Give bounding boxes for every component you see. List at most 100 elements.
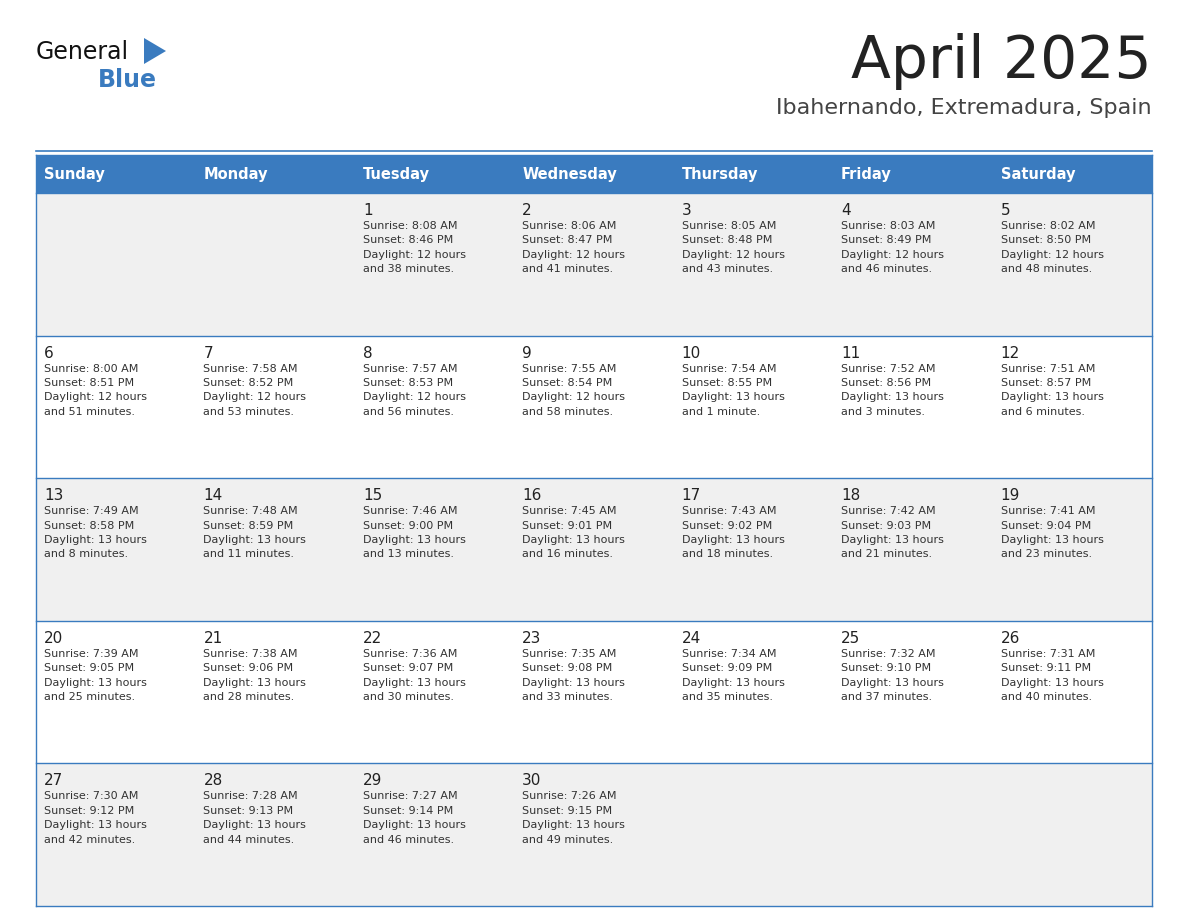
Bar bbox=[674, 193, 833, 336]
Text: Sunrise: 7:32 AM
Sunset: 9:10 PM
Daylight: 13 hours
and 37 minutes.: Sunrise: 7:32 AM Sunset: 9:10 PM Dayligh… bbox=[841, 649, 944, 702]
Text: Sunrise: 7:41 AM
Sunset: 9:04 PM
Daylight: 13 hours
and 23 minutes.: Sunrise: 7:41 AM Sunset: 9:04 PM Dayligh… bbox=[1000, 506, 1104, 559]
Bar bbox=[196, 336, 355, 478]
Bar bbox=[992, 764, 1152, 906]
Text: 22: 22 bbox=[362, 631, 383, 645]
Bar bbox=[992, 155, 1152, 193]
Bar bbox=[992, 478, 1152, 621]
Text: Sunrise: 7:46 AM
Sunset: 9:00 PM
Daylight: 13 hours
and 13 minutes.: Sunrise: 7:46 AM Sunset: 9:00 PM Dayligh… bbox=[362, 506, 466, 559]
Text: Friday: Friday bbox=[841, 166, 892, 182]
Bar bbox=[36, 336, 196, 478]
Text: Sunrise: 7:27 AM
Sunset: 9:14 PM
Daylight: 13 hours
and 46 minutes.: Sunrise: 7:27 AM Sunset: 9:14 PM Dayligh… bbox=[362, 791, 466, 845]
Text: 18: 18 bbox=[841, 488, 860, 503]
Text: 17: 17 bbox=[682, 488, 701, 503]
Bar bbox=[674, 478, 833, 621]
Bar bbox=[674, 621, 833, 764]
Text: Sunrise: 7:30 AM
Sunset: 9:12 PM
Daylight: 13 hours
and 42 minutes.: Sunrise: 7:30 AM Sunset: 9:12 PM Dayligh… bbox=[44, 791, 147, 845]
Text: 11: 11 bbox=[841, 345, 860, 361]
Bar bbox=[674, 764, 833, 906]
Text: Sunrise: 7:45 AM
Sunset: 9:01 PM
Daylight: 13 hours
and 16 minutes.: Sunrise: 7:45 AM Sunset: 9:01 PM Dayligh… bbox=[523, 506, 625, 559]
Text: 26: 26 bbox=[1000, 631, 1020, 645]
Text: 2: 2 bbox=[523, 203, 532, 218]
Text: Sunrise: 7:28 AM
Sunset: 9:13 PM
Daylight: 13 hours
and 44 minutes.: Sunrise: 7:28 AM Sunset: 9:13 PM Dayligh… bbox=[203, 791, 307, 845]
Bar bbox=[992, 621, 1152, 764]
Text: 28: 28 bbox=[203, 773, 222, 789]
Bar bbox=[514, 155, 674, 193]
Text: Sunrise: 7:58 AM
Sunset: 8:52 PM
Daylight: 12 hours
and 53 minutes.: Sunrise: 7:58 AM Sunset: 8:52 PM Dayligh… bbox=[203, 364, 307, 417]
Text: Sunrise: 7:39 AM
Sunset: 9:05 PM
Daylight: 13 hours
and 25 minutes.: Sunrise: 7:39 AM Sunset: 9:05 PM Dayligh… bbox=[44, 649, 147, 702]
Text: 23: 23 bbox=[523, 631, 542, 645]
Text: Sunrise: 8:00 AM
Sunset: 8:51 PM
Daylight: 12 hours
and 51 minutes.: Sunrise: 8:00 AM Sunset: 8:51 PM Dayligh… bbox=[44, 364, 147, 417]
Text: 27: 27 bbox=[44, 773, 63, 789]
Bar bbox=[514, 478, 674, 621]
Bar bbox=[36, 155, 196, 193]
Text: 15: 15 bbox=[362, 488, 383, 503]
Text: 19: 19 bbox=[1000, 488, 1020, 503]
Text: Sunrise: 7:26 AM
Sunset: 9:15 PM
Daylight: 13 hours
and 49 minutes.: Sunrise: 7:26 AM Sunset: 9:15 PM Dayligh… bbox=[523, 791, 625, 845]
Text: Sunrise: 7:52 AM
Sunset: 8:56 PM
Daylight: 13 hours
and 3 minutes.: Sunrise: 7:52 AM Sunset: 8:56 PM Dayligh… bbox=[841, 364, 944, 417]
Text: 29: 29 bbox=[362, 773, 383, 789]
Text: 6: 6 bbox=[44, 345, 53, 361]
Text: 13: 13 bbox=[44, 488, 63, 503]
Text: 3: 3 bbox=[682, 203, 691, 218]
Bar bbox=[196, 621, 355, 764]
Bar bbox=[36, 193, 196, 336]
Text: Sunrise: 7:54 AM
Sunset: 8:55 PM
Daylight: 13 hours
and 1 minute.: Sunrise: 7:54 AM Sunset: 8:55 PM Dayligh… bbox=[682, 364, 784, 417]
Bar bbox=[196, 764, 355, 906]
Bar bbox=[355, 478, 514, 621]
Text: 10: 10 bbox=[682, 345, 701, 361]
Text: 20: 20 bbox=[44, 631, 63, 645]
Bar bbox=[833, 621, 992, 764]
Text: Sunrise: 8:02 AM
Sunset: 8:50 PM
Daylight: 12 hours
and 48 minutes.: Sunrise: 8:02 AM Sunset: 8:50 PM Dayligh… bbox=[1000, 221, 1104, 274]
Text: 25: 25 bbox=[841, 631, 860, 645]
Text: Sunrise: 7:57 AM
Sunset: 8:53 PM
Daylight: 12 hours
and 56 minutes.: Sunrise: 7:57 AM Sunset: 8:53 PM Dayligh… bbox=[362, 364, 466, 417]
Bar bbox=[36, 764, 196, 906]
Bar bbox=[992, 193, 1152, 336]
Text: Sunrise: 7:48 AM
Sunset: 8:59 PM
Daylight: 13 hours
and 11 minutes.: Sunrise: 7:48 AM Sunset: 8:59 PM Dayligh… bbox=[203, 506, 307, 559]
Polygon shape bbox=[144, 38, 166, 64]
Text: Monday: Monday bbox=[203, 166, 268, 182]
Bar bbox=[196, 478, 355, 621]
Text: 16: 16 bbox=[523, 488, 542, 503]
Bar bbox=[833, 764, 992, 906]
Bar bbox=[833, 155, 992, 193]
Text: Sunrise: 7:38 AM
Sunset: 9:06 PM
Daylight: 13 hours
and 28 minutes.: Sunrise: 7:38 AM Sunset: 9:06 PM Dayligh… bbox=[203, 649, 307, 702]
Text: 24: 24 bbox=[682, 631, 701, 645]
Text: Sunrise: 8:08 AM
Sunset: 8:46 PM
Daylight: 12 hours
and 38 minutes.: Sunrise: 8:08 AM Sunset: 8:46 PM Dayligh… bbox=[362, 221, 466, 274]
Bar bbox=[36, 621, 196, 764]
Text: 4: 4 bbox=[841, 203, 851, 218]
Bar bbox=[674, 336, 833, 478]
Text: 9: 9 bbox=[523, 345, 532, 361]
Text: 1: 1 bbox=[362, 203, 373, 218]
Text: Ibahernando, Extremadura, Spain: Ibahernando, Extremadura, Spain bbox=[777, 98, 1152, 118]
Text: General: General bbox=[36, 40, 129, 64]
Bar bbox=[833, 193, 992, 336]
Bar bbox=[355, 764, 514, 906]
Bar bbox=[833, 336, 992, 478]
Text: Thursday: Thursday bbox=[682, 166, 758, 182]
Text: Saturday: Saturday bbox=[1000, 166, 1075, 182]
Bar bbox=[36, 478, 196, 621]
Bar bbox=[514, 764, 674, 906]
Bar bbox=[514, 193, 674, 336]
Text: Sunrise: 7:55 AM
Sunset: 8:54 PM
Daylight: 12 hours
and 58 minutes.: Sunrise: 7:55 AM Sunset: 8:54 PM Dayligh… bbox=[523, 364, 625, 417]
Text: Blue: Blue bbox=[97, 68, 157, 92]
Bar bbox=[514, 336, 674, 478]
Text: 7: 7 bbox=[203, 345, 213, 361]
Bar bbox=[355, 336, 514, 478]
Bar bbox=[355, 621, 514, 764]
Text: Sunrise: 7:34 AM
Sunset: 9:09 PM
Daylight: 13 hours
and 35 minutes.: Sunrise: 7:34 AM Sunset: 9:09 PM Dayligh… bbox=[682, 649, 784, 702]
Text: Sunrise: 7:35 AM
Sunset: 9:08 PM
Daylight: 13 hours
and 33 minutes.: Sunrise: 7:35 AM Sunset: 9:08 PM Dayligh… bbox=[523, 649, 625, 702]
Text: Sunrise: 7:31 AM
Sunset: 9:11 PM
Daylight: 13 hours
and 40 minutes.: Sunrise: 7:31 AM Sunset: 9:11 PM Dayligh… bbox=[1000, 649, 1104, 702]
Bar bbox=[514, 621, 674, 764]
Text: 12: 12 bbox=[1000, 345, 1019, 361]
Text: Sunrise: 7:49 AM
Sunset: 8:58 PM
Daylight: 13 hours
and 8 minutes.: Sunrise: 7:49 AM Sunset: 8:58 PM Dayligh… bbox=[44, 506, 147, 559]
Bar bbox=[196, 193, 355, 336]
Text: 5: 5 bbox=[1000, 203, 1010, 218]
Bar bbox=[355, 193, 514, 336]
Bar bbox=[355, 155, 514, 193]
Text: Sunrise: 7:36 AM
Sunset: 9:07 PM
Daylight: 13 hours
and 30 minutes.: Sunrise: 7:36 AM Sunset: 9:07 PM Dayligh… bbox=[362, 649, 466, 702]
Text: April 2025: April 2025 bbox=[852, 33, 1152, 91]
Text: 14: 14 bbox=[203, 488, 222, 503]
Text: Wednesday: Wednesday bbox=[523, 166, 617, 182]
Text: Sunrise: 7:43 AM
Sunset: 9:02 PM
Daylight: 13 hours
and 18 minutes.: Sunrise: 7:43 AM Sunset: 9:02 PM Dayligh… bbox=[682, 506, 784, 559]
